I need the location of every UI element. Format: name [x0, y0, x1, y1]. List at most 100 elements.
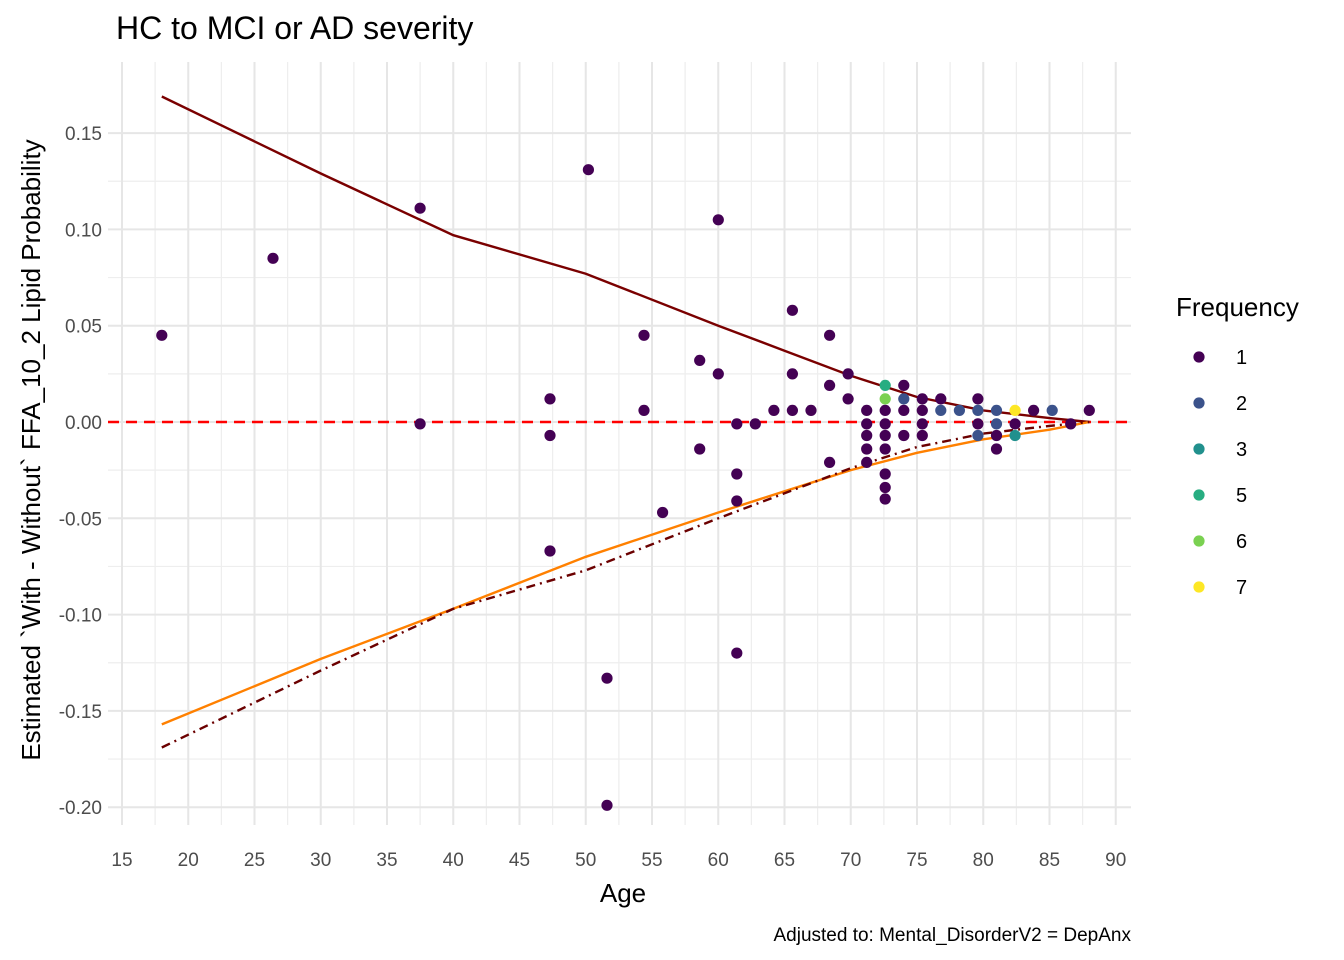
legend-label-3: 3: [1236, 439, 1247, 461]
x-axis-title: Age: [600, 878, 646, 908]
data-point: [916, 404, 928, 416]
data-point: [544, 393, 556, 405]
x-tick-label: 45: [509, 850, 530, 871]
legend-key-1: [1193, 351, 1205, 363]
data-point: [879, 429, 891, 442]
data-point: [990, 429, 1003, 442]
data-point: [898, 404, 910, 416]
data-point: [712, 214, 724, 226]
data-point: [972, 429, 984, 442]
x-tick-label: 85: [1039, 850, 1060, 871]
data-point: [972, 404, 984, 416]
data-point: [1009, 404, 1021, 416]
x-tick-label: 60: [708, 850, 729, 871]
x-tick-label: 75: [906, 850, 927, 871]
data-point: [657, 506, 669, 519]
x-tick-labels: 15 20 25 30 35 40 45 50 55 60 65 70 75 80 85 90: [111, 850, 1126, 871]
x-tick-label: 90: [1105, 850, 1126, 871]
data-point: [879, 481, 891, 494]
legend-label-1: 1: [1236, 347, 1247, 369]
legend-label-2: 2: [1236, 393, 1247, 415]
data-point: [731, 647, 743, 659]
data-point: [768, 404, 780, 416]
legend: Frequency 1 2 3 5 6 7: [1176, 292, 1299, 599]
data-point: [953, 404, 966, 416]
data-point: [898, 379, 910, 391]
data-point: [712, 368, 724, 380]
y-tick-label: 0.00: [65, 413, 102, 434]
data-point: [824, 329, 836, 341]
data-point: [786, 368, 799, 380]
data-point: [731, 495, 743, 507]
legend-key-6: [1193, 535, 1205, 547]
data-point: [990, 418, 1003, 430]
line-upper: [161, 95, 1090, 424]
data-point: [879, 418, 891, 430]
data-point: [786, 304, 799, 316]
legend-label-7: 7: [1236, 577, 1247, 599]
data-point: [935, 404, 947, 416]
data-point: [544, 429, 556, 442]
data-point: [1046, 404, 1058, 416]
data-point: [824, 379, 836, 391]
data-point: [582, 164, 595, 176]
data-point: [879, 393, 891, 405]
data-point: [879, 443, 891, 455]
y-tick-labels: 0.15 0.10 0.05 0.00 -0.05 -0.10 -0.15 -0.20: [59, 124, 102, 819]
data-point: [1009, 429, 1021, 442]
data-point: [972, 393, 984, 405]
x-tick-label: 35: [376, 850, 397, 871]
legend-title: Frequency: [1176, 292, 1299, 322]
y-tick-label: -0.15: [59, 702, 102, 723]
legend-label-5: 5: [1236, 485, 1247, 507]
data-point: [267, 252, 279, 264]
data-point: [898, 429, 910, 442]
data-point: [638, 404, 650, 416]
legend-key-7: [1193, 581, 1205, 593]
data-point: [879, 404, 891, 416]
data-point: [156, 329, 168, 341]
data-point: [861, 404, 873, 416]
data-point: [879, 468, 891, 480]
data-point: [1028, 404, 1040, 416]
x-tick-label: 50: [575, 850, 596, 871]
line-lower: [161, 420, 1090, 726]
data-point: [879, 379, 891, 391]
y-tick-label: -0.20: [59, 798, 102, 819]
y-tick-label: 0.10: [65, 220, 102, 241]
data-point: [861, 429, 873, 442]
x-tick-label: 30: [310, 850, 331, 871]
data-point: [805, 404, 817, 416]
data-point: [972, 418, 984, 430]
line-lower-mirror: [161, 420, 1090, 749]
data-point: [861, 418, 873, 430]
data-point: [990, 443, 1003, 455]
data-point: [694, 354, 706, 366]
legend-key-2: [1193, 397, 1205, 409]
y-tick-label: -0.05: [59, 509, 102, 530]
data-point: [990, 404, 1003, 416]
legend-label-6: 6: [1236, 531, 1247, 553]
data-point: [916, 393, 928, 405]
grid-layer: [108, 62, 1131, 825]
y-tick-label: 0.15: [65, 124, 102, 145]
x-tick-label: 55: [641, 850, 662, 871]
y-tick-label: 0.05: [65, 317, 102, 338]
data-point: [694, 443, 706, 455]
data-point: [916, 418, 928, 430]
data-point: [861, 443, 873, 455]
data-point: [879, 493, 891, 505]
x-tick-label: 40: [443, 850, 464, 871]
legend-entries: 1 2 3 5 6 7: [1193, 347, 1247, 599]
data-point: [414, 202, 426, 214]
x-tick-label: 15: [111, 850, 132, 871]
x-tick-label: 70: [840, 850, 861, 871]
data-point: [544, 545, 556, 557]
data-point: [1009, 418, 1021, 430]
data-point: [731, 468, 743, 480]
data-point: [786, 404, 799, 416]
x-tick-label: 20: [178, 850, 199, 871]
data-point: [731, 418, 743, 430]
data-point: [1083, 404, 1095, 416]
